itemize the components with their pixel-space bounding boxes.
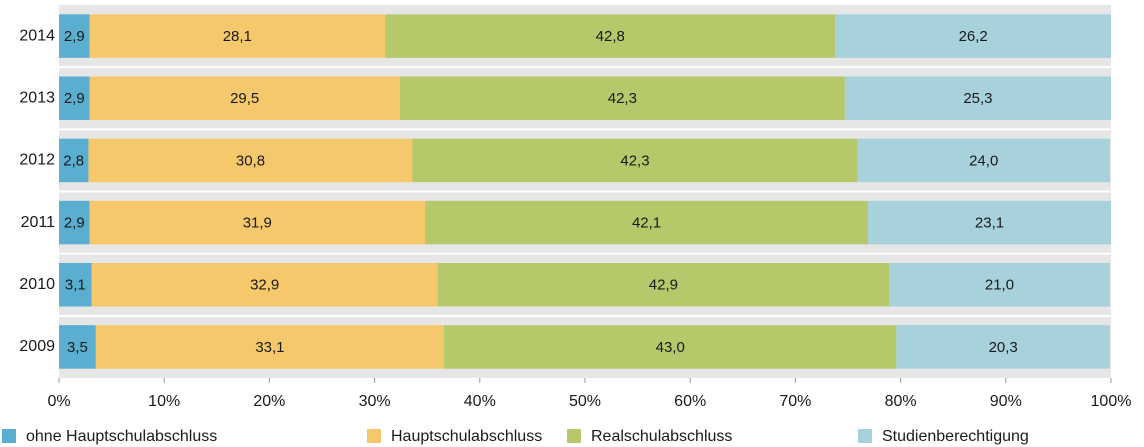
data-label: 30,8: [236, 152, 265, 169]
bar-segment: [59, 14, 90, 58]
data-label: 28,1: [223, 28, 252, 45]
legend-label: Realschulabschluss: [591, 428, 732, 445]
y-tick-label: 2009: [19, 338, 55, 355]
y-tick-label: 2013: [19, 89, 55, 106]
bar-segment: [88, 138, 413, 183]
bar-segment: [425, 200, 868, 245]
y-tick-label: 2014: [19, 27, 55, 44]
data-label: 42,3: [620, 152, 649, 169]
data-label: 3,5: [67, 339, 88, 356]
x-tick-label: 30%: [359, 393, 391, 410]
data-label: 2,9: [64, 90, 85, 107]
x-tick-label: 100%: [1091, 393, 1132, 410]
data-label: 42,8: [596, 28, 625, 45]
y-tick-label: 2011: [21, 214, 56, 231]
x-tick-label: 70%: [779, 393, 811, 410]
x-tick-label: 40%: [464, 393, 496, 410]
x-tick-label: 60%: [674, 393, 706, 410]
bar-segment: [437, 262, 890, 307]
bar-segment: [89, 76, 400, 121]
bar-segment: [412, 138, 858, 183]
legend-swatch: [367, 429, 381, 443]
data-label: 31,9: [243, 215, 272, 232]
legend-swatch: [858, 429, 872, 443]
bar-segment: [399, 76, 845, 121]
data-label: 42,9: [649, 277, 678, 294]
bar-segment: [59, 138, 89, 183]
legend-swatch: [567, 429, 581, 443]
legend-label: Studienberechtigung: [882, 428, 1029, 445]
y-tick-label: 2012: [19, 152, 55, 169]
data-label: 43,0: [656, 339, 685, 356]
data-label: 32,9: [250, 277, 279, 294]
x-tick-label: 0%: [47, 393, 70, 410]
data-label: 3,1: [65, 277, 86, 294]
bar-segment: [835, 14, 1111, 58]
bar-segment: [59, 262, 92, 307]
data-label: 2,9: [64, 28, 85, 45]
bar-segment: [857, 138, 1110, 183]
bar-segment: [889, 262, 1110, 307]
x-tick-label: 20%: [253, 393, 285, 410]
data-label: 20,3: [989, 339, 1018, 356]
legend-label: ohne Hauptschulabschluss: [26, 428, 217, 445]
bar-segment: [59, 200, 90, 245]
bar-segment: [59, 325, 96, 369]
data-label: 23,1: [975, 215, 1004, 232]
data-label: 21,0: [985, 277, 1014, 294]
legend-swatch: [2, 429, 16, 443]
data-label: 42,3: [608, 90, 637, 107]
bar-segment: [867, 200, 1111, 245]
bar-segment: [896, 325, 1110, 369]
data-label: 29,5: [230, 90, 259, 107]
data-label: 2,9: [64, 215, 85, 232]
x-tick-label: 50%: [569, 393, 601, 410]
bar-segment: [91, 262, 438, 307]
bar-segment: [59, 76, 90, 121]
y-tick-label: 2010: [19, 276, 55, 293]
data-label: 2,8: [63, 152, 84, 169]
bar-segment: [444, 325, 897, 369]
x-tick-label: 90%: [990, 393, 1022, 410]
legend-label: Hauptschulabschluss: [391, 428, 542, 445]
bar-segment: [95, 325, 445, 369]
bar-segment: [844, 76, 1111, 121]
data-label: 24,0: [969, 152, 998, 169]
bar-segment: [89, 200, 426, 245]
data-label: 26,2: [959, 28, 988, 45]
data-label: 33,1: [255, 339, 284, 356]
x-tick-label: 10%: [148, 393, 180, 410]
x-tick-label: 80%: [885, 393, 917, 410]
bar-segment: [385, 14, 836, 58]
bar-segment: [89, 14, 386, 58]
data-label: 42,1: [632, 215, 661, 232]
data-label: 25,3: [963, 90, 992, 107]
